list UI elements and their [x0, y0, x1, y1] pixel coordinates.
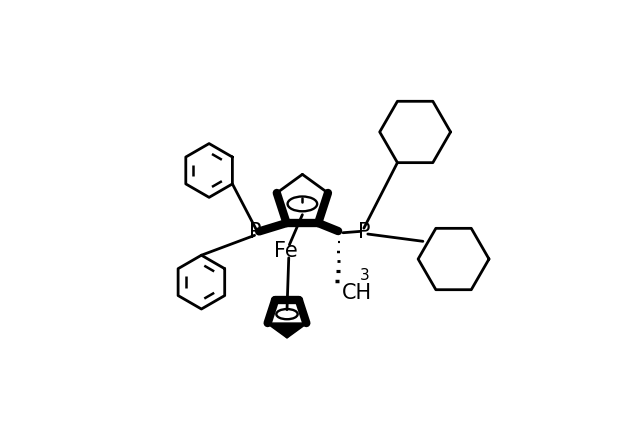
Text: 3: 3	[360, 268, 369, 282]
Text: P: P	[249, 222, 262, 242]
Text: P: P	[358, 222, 370, 242]
Polygon shape	[268, 323, 307, 337]
Text: Fe: Fe	[273, 241, 298, 261]
Text: CH: CH	[342, 282, 372, 302]
